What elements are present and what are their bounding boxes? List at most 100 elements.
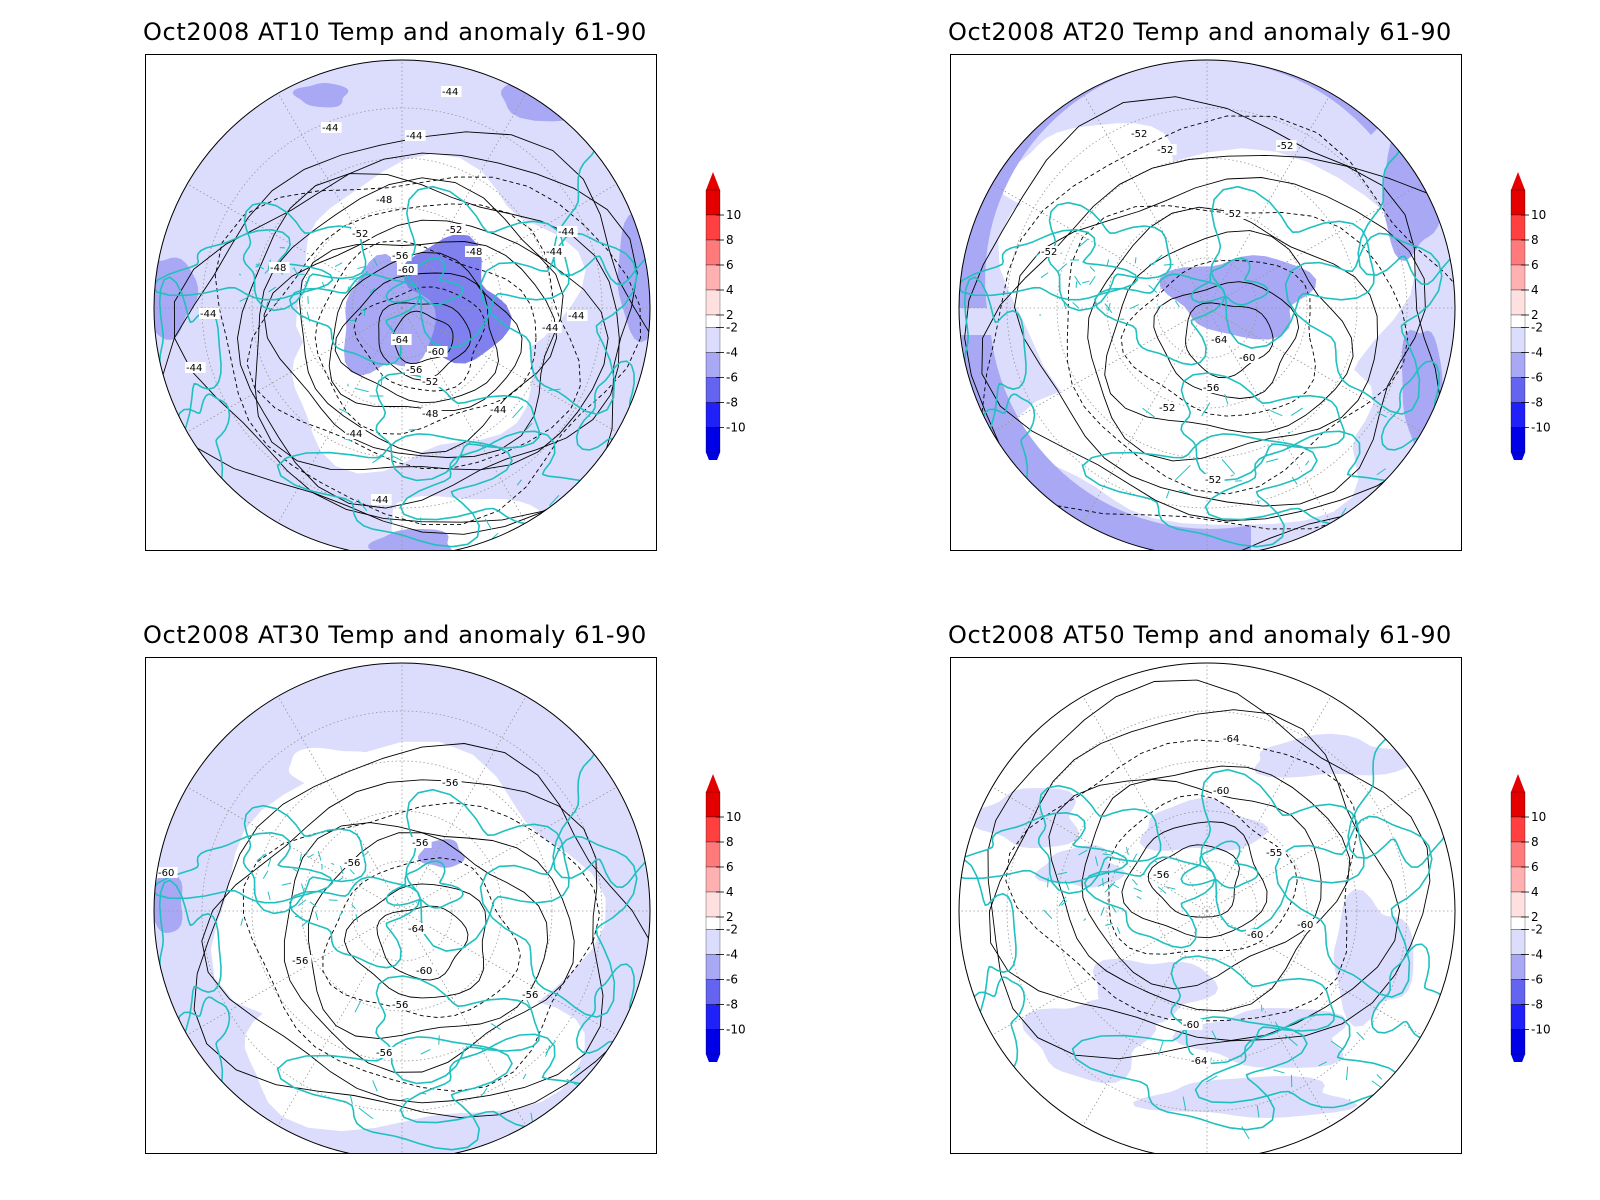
colorbar-label: -6	[726, 973, 738, 987]
colorbar-label: 4	[726, 885, 734, 899]
contour-label: -48	[270, 263, 286, 274]
contour-label: -44	[200, 309, 216, 320]
colorbar-swatch	[1510, 791, 1526, 818]
colorbar-label: 2	[1531, 910, 1539, 924]
colorbar-label: -2	[1531, 321, 1543, 335]
colorbar-swatch	[705, 214, 721, 241]
colorbar-swatch	[1510, 1029, 1526, 1055]
map-content	[154, 663, 650, 1153]
contour-label: -64	[1191, 1056, 1207, 1067]
colorbar-swatch	[1510, 352, 1526, 378]
colorbar-swatch	[705, 929, 721, 955]
colorbar-swatch	[705, 289, 721, 316]
colorbar-label: 8	[1531, 233, 1539, 247]
colorbar-swatch	[705, 352, 721, 378]
colorbar-min-arrow	[1511, 452, 1525, 460]
colorbar-swatch	[1510, 264, 1526, 291]
colorbar-label: 10	[726, 810, 741, 824]
colorbar-label: -2	[1531, 923, 1543, 937]
colorbar-swatch	[705, 791, 721, 818]
colorbar-swatch	[1510, 239, 1526, 266]
contour-label: -52	[422, 377, 438, 388]
contour-label: -60	[1183, 1020, 1199, 1031]
colorbar-label: -8	[726, 998, 738, 1012]
contour-label: -56	[412, 838, 428, 849]
contour-label: -60	[416, 966, 432, 977]
colorbar-swatch	[705, 377, 721, 403]
colorbar-at10: 10 8 6 4 2-2 -4 -6 -8 -10	[705, 172, 746, 460]
panel-title: Oct2008 AT10 Temp and anomaly 61-90	[143, 18, 647, 46]
contour-label: -56	[1153, 870, 1169, 881]
contour-label: -48	[422, 409, 438, 420]
contour-label: -55	[1266, 848, 1282, 859]
contour-label: -60	[1297, 920, 1313, 931]
polar-map: -44-44-44-48-48-52 -52-56-60-44-44-48-44-…	[153, 59, 651, 550]
colorbar-swatch	[1510, 402, 1526, 428]
colorbar-label: -10	[726, 1023, 746, 1037]
colorbar-swatch	[1510, 841, 1526, 868]
contour-label: -48	[376, 195, 392, 206]
contour-label: -64	[408, 924, 424, 935]
contour-label: -60	[1213, 786, 1229, 797]
contour-label: -64	[392, 335, 408, 346]
colorbar-label: -2	[726, 923, 738, 937]
colorbar-swatch	[1510, 314, 1526, 328]
contour-label: -44	[442, 87, 458, 98]
colorbar-swatch	[705, 1029, 721, 1055]
contour-label: -60	[398, 265, 414, 276]
contour-label: -60	[1239, 353, 1255, 364]
colorbar-swatch	[1510, 816, 1526, 843]
colorbar-at20: 10 8 6 4 2-2 -4 -6 -8 -10	[1510, 172, 1551, 460]
colorbar-swatch	[705, 916, 721, 930]
colorbar-max-arrow	[706, 774, 720, 792]
colorbar-swatch	[1510, 916, 1526, 930]
colorbar-swatch	[1510, 866, 1526, 893]
colorbar-label: -6	[726, 371, 738, 385]
contour-label: -56	[522, 990, 538, 1001]
colorbar-max-arrow	[1511, 172, 1525, 190]
colorbar-label: 2	[726, 910, 734, 924]
colorbar-swatch	[705, 264, 721, 291]
map-boundary	[958, 662, 1456, 1153]
map-content	[154, 60, 650, 550]
panel-title: Oct2008 AT20 Temp and anomaly 61-90	[948, 18, 1452, 46]
colorbar-swatch	[705, 979, 721, 1005]
map-boundary	[153, 662, 651, 1153]
colorbar-label: -10	[726, 421, 746, 435]
contour-label: -52	[1131, 129, 1147, 140]
contour-label: -44	[568, 311, 584, 322]
colorbar-swatch	[705, 402, 721, 428]
contour-label: -52	[352, 229, 368, 240]
map-frame: -56 -56 -56 -60 -64 -56 -60 -56 -56 -56	[145, 657, 657, 1154]
colorbar-swatch	[705, 427, 721, 453]
temperature-contours	[162, 131, 650, 535]
contour-label: -52	[1277, 141, 1293, 152]
contour-label: -44	[542, 323, 558, 334]
colorbar-swatch	[1510, 1004, 1526, 1030]
colorbar-label: 4	[1531, 283, 1539, 297]
contour-label: -52	[1205, 475, 1221, 486]
colorbar-swatch	[1510, 427, 1526, 453]
colorbar-label: 10	[1531, 208, 1546, 222]
contour-label: -52	[446, 225, 462, 236]
colorbar-label: -4	[726, 346, 738, 360]
graticule	[154, 663, 650, 1153]
colorbar-label: -6	[1531, 973, 1543, 987]
colorbar-swatch	[705, 189, 721, 216]
contour-label: -60	[428, 347, 444, 358]
contour-label: -64	[1223, 734, 1239, 745]
colorbar-swatch	[705, 327, 721, 353]
colorbar-label: 6	[726, 860, 734, 874]
contour-label: -44	[186, 363, 202, 374]
contour-label: -56	[392, 251, 408, 262]
contour-label: -60	[158, 868, 174, 879]
colorbar-swatch	[1510, 189, 1526, 216]
contour-label: -52	[1157, 145, 1173, 156]
colorbar-label: 8	[726, 835, 734, 849]
colorbar-label: -8	[726, 396, 738, 410]
colorbar-max-arrow	[706, 172, 720, 190]
colorbar-label: 2	[1531, 308, 1539, 322]
colorbar-swatch	[705, 841, 721, 868]
colorbar-label: 10	[1531, 810, 1546, 824]
colorbar-min-arrow	[1511, 1054, 1525, 1062]
